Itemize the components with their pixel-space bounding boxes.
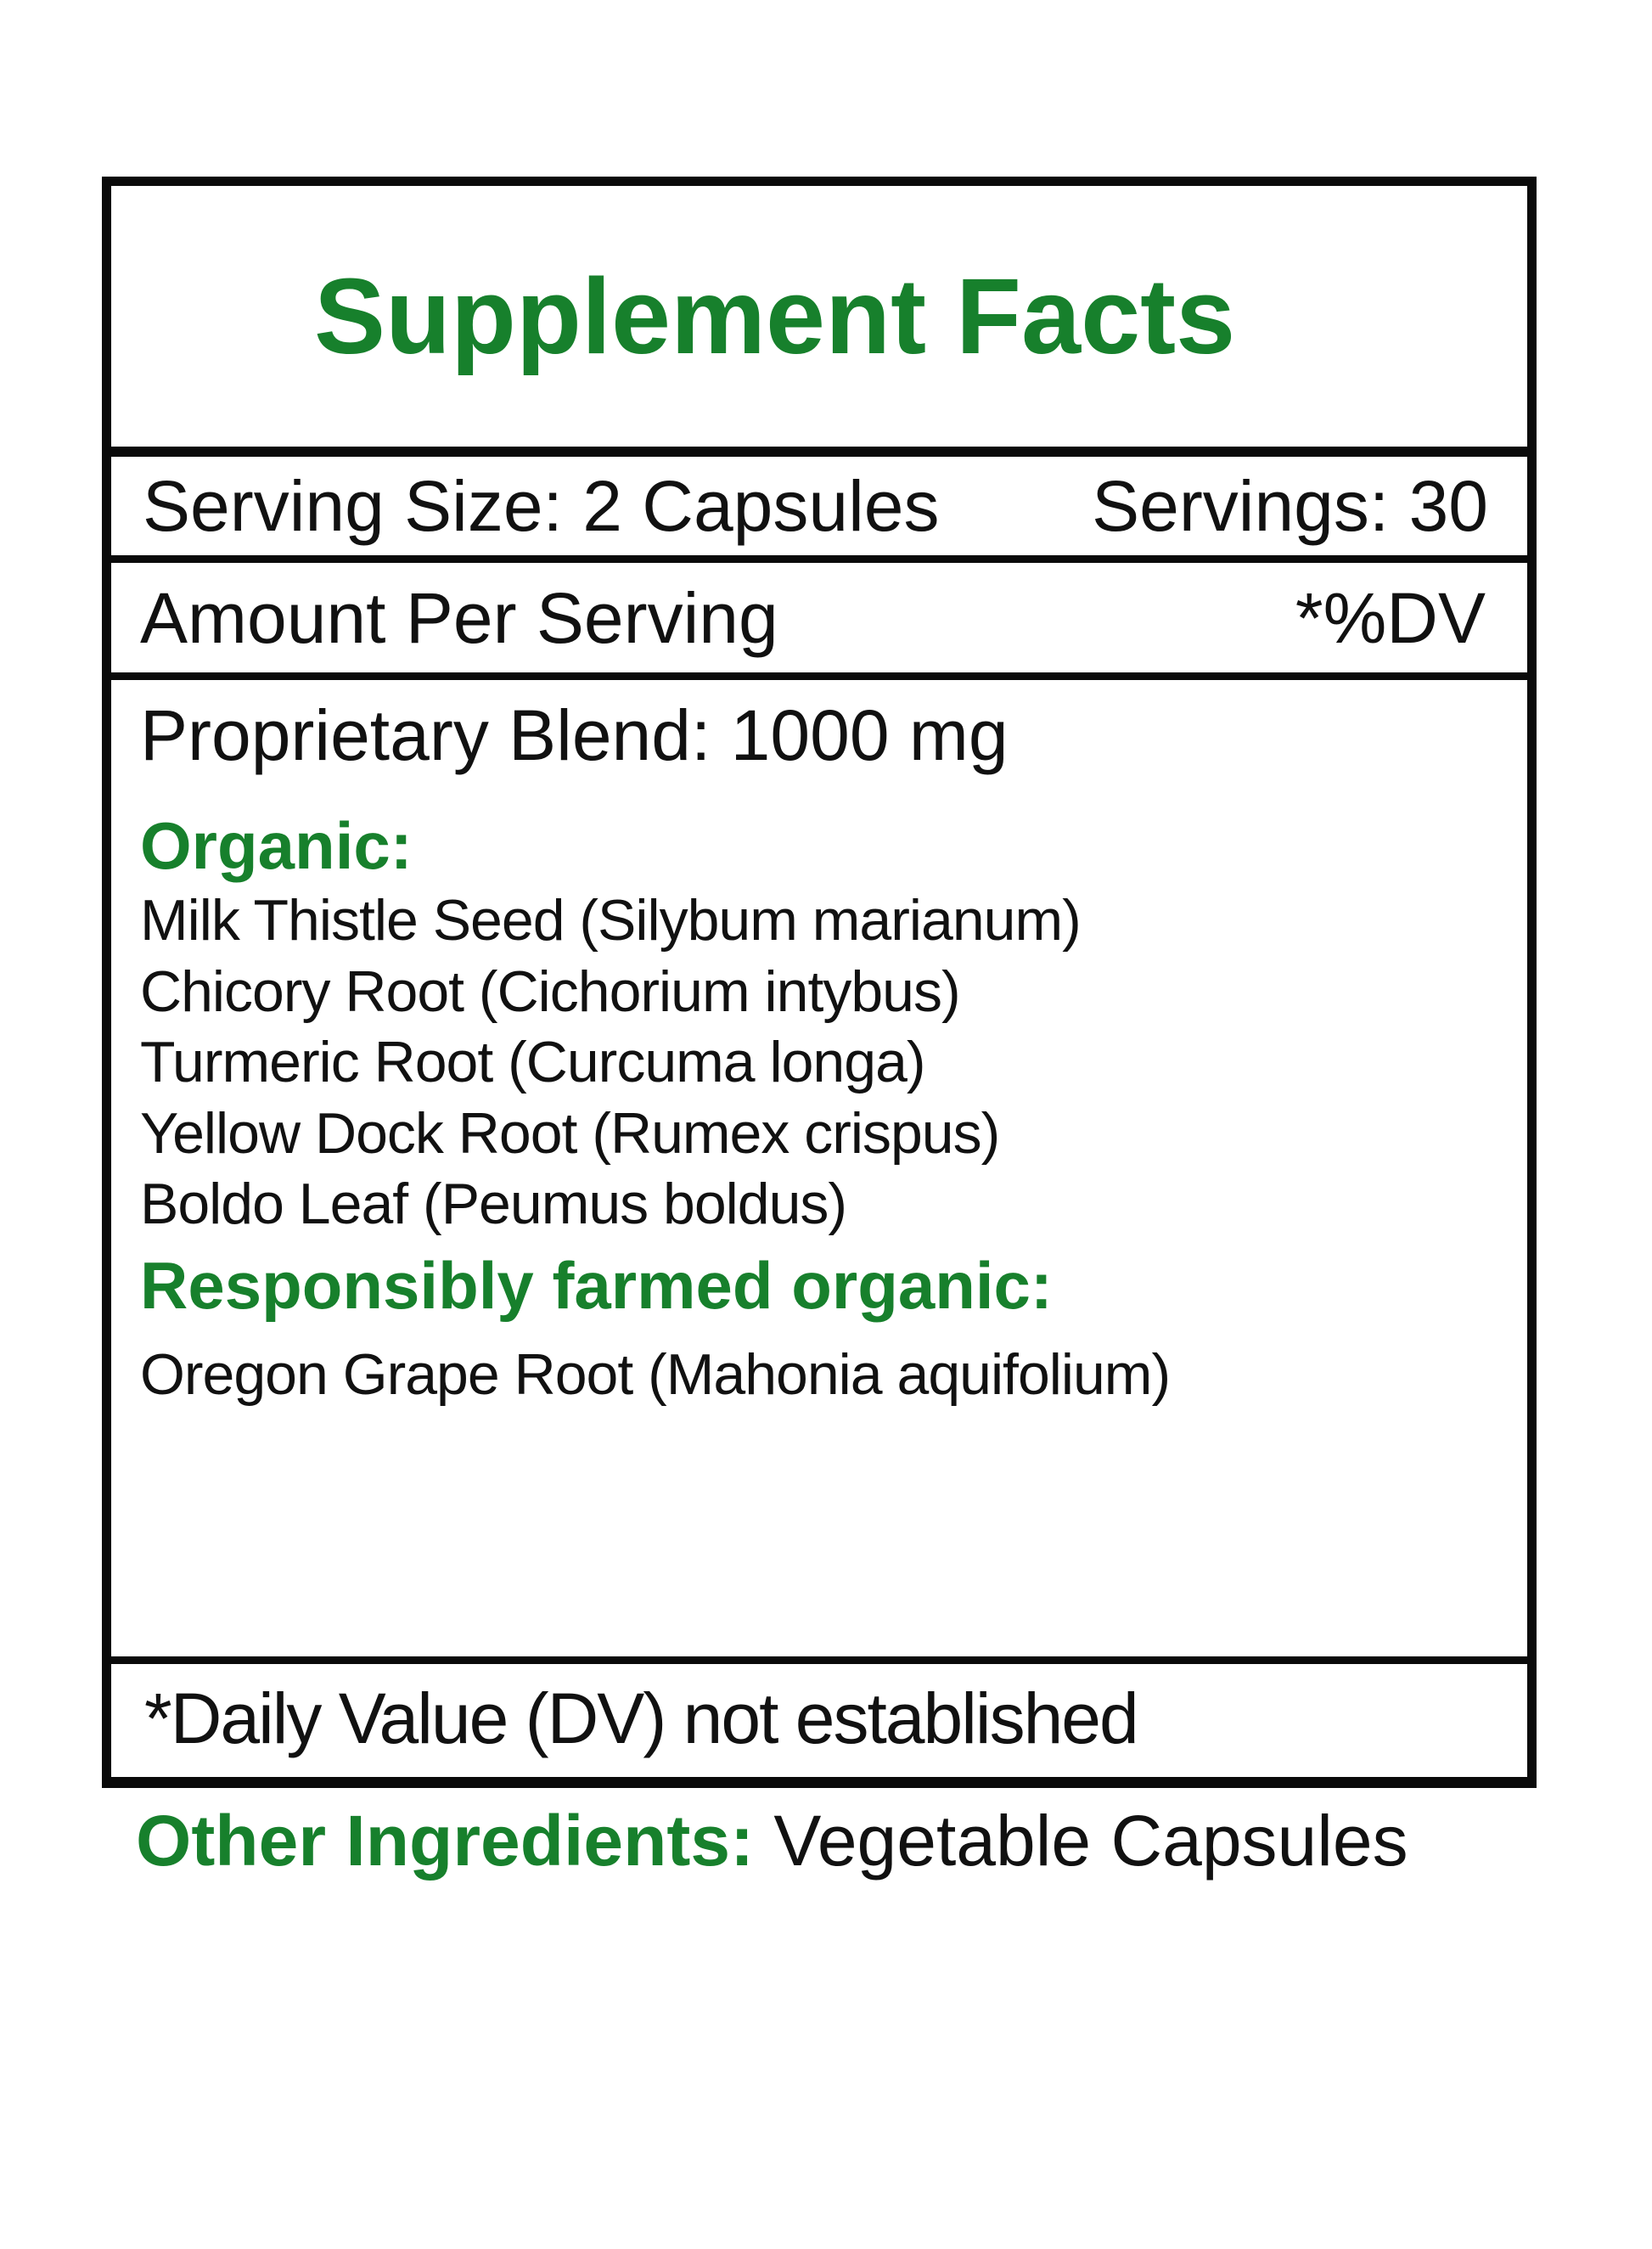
organic-heading: Organic: bbox=[140, 808, 413, 883]
dv-header: *%DV bbox=[1295, 578, 1486, 658]
other-ingredients-label: Other Ingredients: bbox=[136, 1801, 755, 1881]
dv-footnote: *Daily Value (DV) not established bbox=[144, 1678, 1139, 1758]
proprietary-blend: Proprietary Blend: 1000 mg bbox=[140, 695, 1009, 775]
amount-per-serving: Amount Per Serving bbox=[140, 578, 778, 658]
supplement-facts-panel bbox=[102, 177, 1537, 1788]
farmed-heading: Responsibly farmed organic: bbox=[140, 1248, 1053, 1323]
ingredient-item: Boldo Leaf (Peumus boldus) bbox=[140, 1172, 847, 1236]
other-ingredients-value: Vegetable Capsules bbox=[773, 1801, 1408, 1881]
ingredient-item: Yellow Dock Root (Rumex crispus) bbox=[140, 1101, 1000, 1166]
ingredient-item: Turmeric Root (Curcuma longa) bbox=[140, 1030, 926, 1094]
other-ingredients: Other Ingredients: Vegetable Capsules bbox=[136, 1805, 1408, 1876]
page-title: Supplement Facts bbox=[314, 256, 1236, 376]
serving-divider bbox=[102, 555, 1537, 563]
ingredient-item: Chicory Root (Cichorium intybus) bbox=[140, 959, 961, 1024]
ingredient-item: Milk Thistle Seed (Silybum marianum) bbox=[140, 888, 1082, 953]
servings-count: Servings: 30 bbox=[1092, 466, 1488, 546]
serving-size: Serving Size: 2 Capsules bbox=[143, 466, 940, 546]
ingredient-item: Oregon Grape Root (Mahonia aquifolium) bbox=[140, 1342, 1171, 1407]
amount-divider bbox=[102, 672, 1537, 680]
title-divider bbox=[102, 447, 1537, 457]
footnote-divider bbox=[102, 1656, 1537, 1664]
